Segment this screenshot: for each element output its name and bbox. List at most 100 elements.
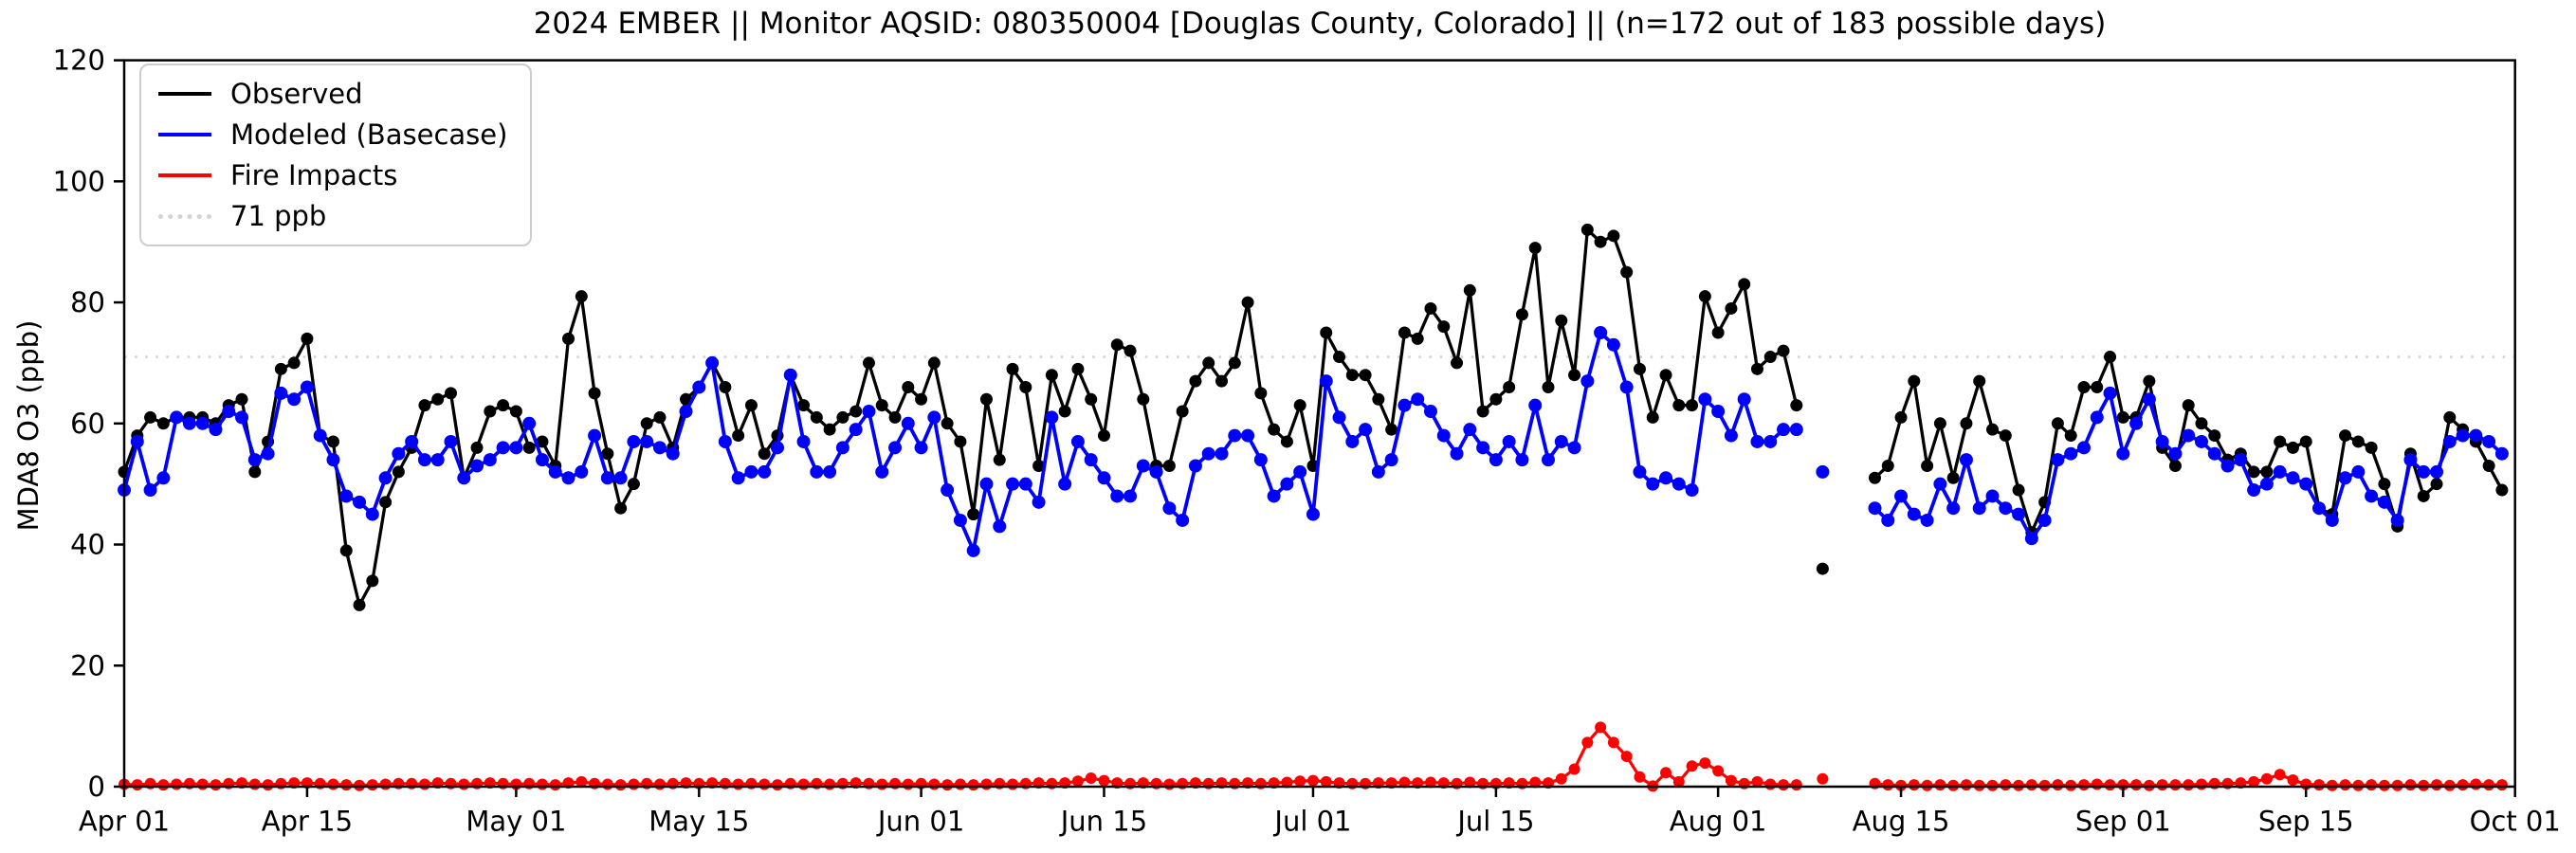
modeled-marker — [1541, 453, 1555, 467]
modeled-marker — [679, 405, 693, 419]
modeled-marker — [1567, 441, 1581, 455]
observed-marker — [979, 392, 993, 406]
modeled-marker — [1946, 501, 1961, 516]
observed-marker — [353, 598, 366, 611]
modeled-marker — [2064, 446, 2078, 461]
observed-marker — [2378, 478, 2391, 491]
fire-marker — [2260, 772, 2273, 785]
modeled-marker — [1907, 507, 1921, 521]
observed-marker — [1333, 351, 1346, 364]
observed-marker — [1528, 242, 1542, 255]
modeled-marker — [1698, 392, 1712, 407]
observed-marker — [2274, 435, 2287, 448]
observed-marker — [915, 392, 928, 406]
modeled-marker — [652, 441, 667, 455]
modeled-marker — [2377, 495, 2391, 509]
fire-marker — [1921, 779, 1933, 791]
fire-marker — [458, 778, 470, 790]
x-tick-label: Apr 01 — [79, 806, 170, 838]
fire-marker — [1764, 778, 1777, 790]
modeled-marker — [1097, 471, 1111, 485]
observed-marker — [1620, 265, 1634, 279]
observed-marker — [850, 405, 863, 418]
observed-marker — [326, 435, 339, 448]
chart-title: 2024 EMBER || Monitor AQSID: 080350004 [… — [533, 7, 2107, 41]
fire-marker — [2483, 779, 2495, 791]
observed-marker — [1385, 423, 1398, 436]
modeled-marker — [2365, 489, 2379, 503]
modeled-marker — [1777, 423, 1791, 437]
fire-marker — [2065, 779, 2077, 791]
observed-marker — [497, 399, 510, 412]
fire-marker — [2443, 779, 2456, 791]
x-tick-label: Sep 15 — [2258, 806, 2354, 838]
modeled-marker — [2024, 532, 2038, 546]
modeled-marker — [1959, 453, 1973, 467]
fire-marker — [1973, 779, 1985, 791]
fire-line — [122, 725, 1799, 788]
modeled-marker — [1685, 483, 1699, 498]
modeled-marker — [2390, 513, 2404, 527]
fire-marker — [653, 778, 666, 790]
modeled-marker — [2351, 464, 2366, 479]
modeled-marker — [2338, 471, 2352, 485]
fire-marker — [1986, 779, 1999, 791]
fire-marker — [628, 778, 640, 790]
observed-marker — [875, 399, 888, 412]
modeled-marker — [1345, 434, 1360, 448]
observed-marker — [2143, 374, 2156, 388]
x-tick-label: Apr 15 — [262, 806, 353, 838]
fire-marker — [1568, 763, 1580, 775]
observed-marker — [235, 392, 248, 406]
observed-marker — [2430, 478, 2443, 491]
observed-marker — [2182, 399, 2195, 412]
fire-marker — [2104, 779, 2116, 791]
modeled-marker — [339, 489, 354, 503]
x-tick-label: Sep 01 — [2075, 806, 2171, 838]
y-tick-label: 0 — [88, 771, 105, 803]
y-tick-label: 40 — [70, 529, 105, 561]
modeled-marker — [353, 495, 367, 509]
observed-marker — [301, 332, 314, 345]
fire-line-swatch-icon — [158, 173, 211, 177]
observed-line — [1873, 354, 2504, 535]
observed-marker — [431, 392, 445, 406]
observed-marker — [1437, 320, 1451, 334]
observed-marker — [1489, 392, 1503, 406]
modeled-marker — [810, 464, 824, 479]
modeled-marker — [914, 441, 928, 455]
modeled-marker — [1789, 423, 1803, 437]
fire-marker — [902, 778, 914, 790]
modeled-marker — [2129, 416, 2144, 430]
observed-marker — [1058, 405, 1071, 418]
modeled-marker — [1881, 513, 1895, 527]
modeled-marker — [209, 423, 223, 437]
observed-marker — [1320, 326, 1333, 339]
modeled-marker — [1737, 392, 1751, 407]
modeled-marker — [2403, 453, 2418, 467]
fire-marker — [2404, 779, 2417, 791]
modeled-marker — [1489, 453, 1503, 467]
observed-marker — [575, 290, 588, 303]
observed-marker — [1580, 223, 1594, 236]
observed-marker — [1711, 326, 1725, 339]
modeled-marker — [1502, 434, 1516, 448]
modeled-marker — [1463, 423, 1477, 437]
observed-marker — [653, 410, 667, 424]
legend-label-observed: Observed — [230, 78, 363, 110]
modeled-marker — [417, 453, 431, 467]
modeled-marker — [783, 368, 797, 382]
observed-marker — [1424, 301, 1437, 315]
modeled-marker — [1228, 428, 1242, 443]
fire-marker — [418, 778, 430, 790]
modeled-marker — [1280, 477, 1294, 491]
modeled-marker — [1672, 477, 1686, 491]
fire-marker — [1712, 765, 1725, 777]
modeled-marker — [1215, 446, 1229, 461]
modeled-marker — [2469, 428, 2483, 443]
fire-marker — [1790, 779, 1802, 791]
modeled-marker — [2220, 459, 2235, 473]
observed-marker — [823, 423, 836, 436]
observed-marker — [888, 410, 902, 424]
fire-marker — [967, 779, 979, 791]
